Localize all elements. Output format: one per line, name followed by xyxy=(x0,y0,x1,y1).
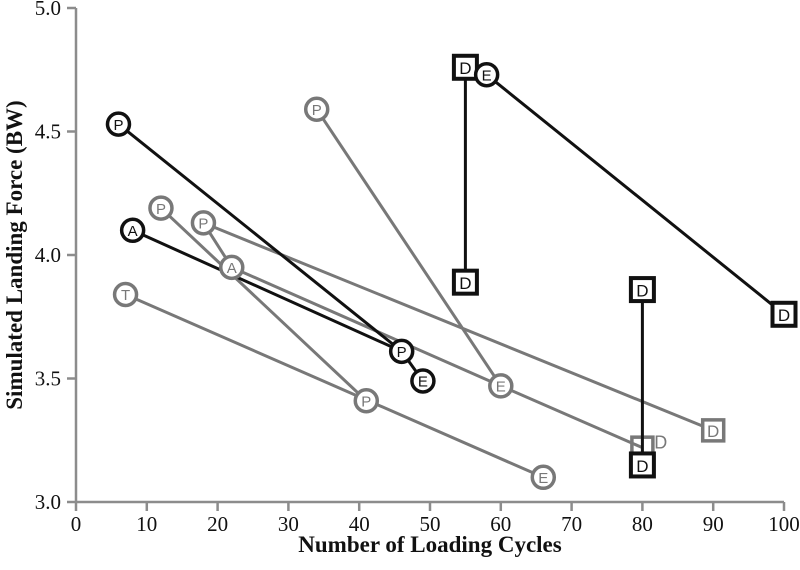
marker-square xyxy=(628,451,656,479)
marker-circle xyxy=(105,111,132,137)
marker-circle xyxy=(488,373,514,399)
data-marker-P-gray: P xyxy=(353,387,380,414)
line-segment xyxy=(132,228,403,353)
marker-letter: E xyxy=(418,374,428,391)
data-marker-E-gray: E xyxy=(488,373,514,399)
data-marker-E-gray: E xyxy=(530,464,557,491)
y-tick-label: 3.5 xyxy=(35,367,61,391)
line-segments xyxy=(117,67,785,479)
marker-circle xyxy=(388,338,415,365)
marker-letter: D xyxy=(459,274,471,293)
marker-letter: A xyxy=(227,260,237,277)
marker-circle xyxy=(219,254,245,281)
marker-letter: P xyxy=(156,201,166,218)
marker-square xyxy=(628,276,656,304)
marker-square xyxy=(451,268,479,296)
marker-circle xyxy=(353,387,380,414)
line-segment xyxy=(231,265,502,388)
marker-letter: D xyxy=(636,457,648,476)
annotations: D xyxy=(654,433,667,453)
y-tick-label: 4.0 xyxy=(35,243,61,267)
x-tick-label: 0 xyxy=(71,512,82,536)
marker-letter: D xyxy=(459,59,471,78)
marker-circle xyxy=(410,368,436,394)
marker-letter: E xyxy=(538,470,548,487)
line-segment xyxy=(124,293,544,479)
data-marker-D-black: D xyxy=(770,300,798,328)
displaced-marker-label: D xyxy=(654,433,667,453)
data-marker-A-black: A xyxy=(119,217,146,244)
data-marker-D-black: D xyxy=(628,451,656,479)
marker-letter: D xyxy=(707,422,719,441)
marker-circle xyxy=(119,217,146,244)
marker-circle xyxy=(530,464,557,491)
data-marker-D-gray: D xyxy=(700,418,726,443)
marker-letter: P xyxy=(312,102,322,119)
marker-circle xyxy=(112,281,139,308)
data-marker-A-gray: A xyxy=(219,254,245,281)
marker-letter: T xyxy=(121,287,130,304)
axes: 3.0 3.5 4.0 4.5 5.0 0 10 20 30 40 50 60 70 80 90 100 xyxy=(35,0,800,536)
x-tick-label: 70 xyxy=(561,512,582,536)
y-axis-title: Simulated Landing Force (BW) xyxy=(2,100,27,409)
data-marker-P-black: P xyxy=(105,111,132,137)
marker-letter: P xyxy=(361,393,371,410)
x-tick-label: 40 xyxy=(349,512,370,536)
data-marker-E-black: E xyxy=(473,61,500,88)
x-axis-title: Number of Loading Cycles xyxy=(298,532,561,557)
x-tick-label: 10 xyxy=(136,512,157,536)
line-segment xyxy=(315,108,503,387)
x-tick-label: 90 xyxy=(703,512,724,536)
marker-circle xyxy=(473,61,500,88)
data-marker-D-black: D xyxy=(451,53,479,81)
x-tick-label: 30 xyxy=(278,512,299,536)
marker-circle xyxy=(190,210,217,236)
marker-letter: P xyxy=(198,216,208,233)
data-marker-T-gray: T xyxy=(112,281,139,308)
data-marker-D-black: D xyxy=(451,268,479,296)
line-segment xyxy=(202,221,714,432)
data-marker-P-gray: P xyxy=(148,195,174,221)
data-marker-E-black: E xyxy=(410,368,436,394)
marker-circle xyxy=(303,96,330,123)
marker-letter: P xyxy=(113,117,123,134)
marker-square xyxy=(770,300,798,328)
data-marker-D-black: D xyxy=(628,276,656,304)
data-marker-P-black: P xyxy=(388,338,415,365)
y-tick-label: 4.5 xyxy=(35,120,61,144)
x-tick-label: 80 xyxy=(632,512,653,536)
marker-letter: P xyxy=(397,344,407,361)
marker-square xyxy=(700,418,726,443)
line-segment xyxy=(159,206,368,402)
marker-circle xyxy=(148,195,174,221)
line-segment xyxy=(117,122,403,353)
marker-letter: E xyxy=(496,379,506,396)
marker-letter: E xyxy=(482,67,492,84)
x-tick-label: 100 xyxy=(768,512,800,536)
y-tick-label: 3.0 xyxy=(35,490,61,514)
line-segment xyxy=(500,384,643,450)
y-tick-label: 5.0 xyxy=(35,0,61,20)
x-tick-label: 20 xyxy=(207,512,228,536)
marker-letter: D xyxy=(778,306,790,325)
x-tick-label: 50 xyxy=(420,512,441,536)
marker-letter: D xyxy=(636,281,648,300)
x-tick-label: 60 xyxy=(490,512,511,536)
line-segment xyxy=(485,73,785,316)
data-marker-P-gray: P xyxy=(190,210,217,236)
data-marker-P-gray: P xyxy=(303,96,330,123)
marker-letter: A xyxy=(128,223,138,240)
